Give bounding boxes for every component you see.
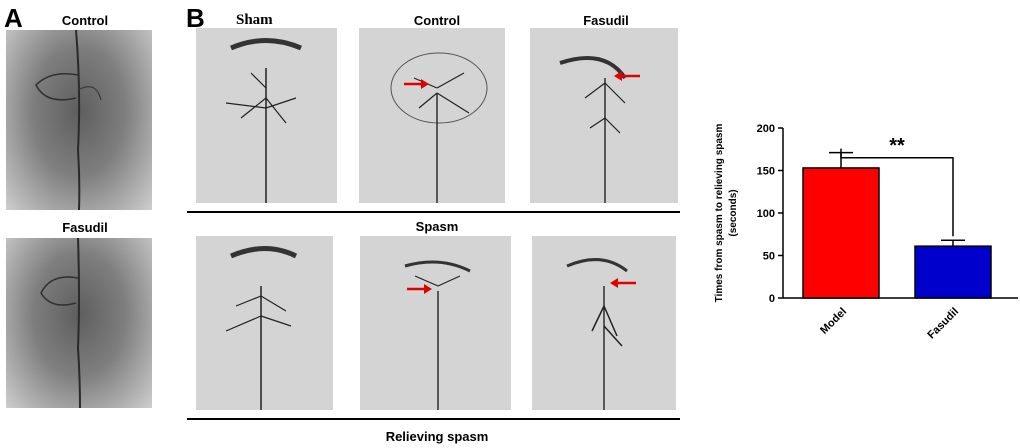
bar-chart: 0 50 100 150 200 Times from spasm to relievin… — [714, 123, 1018, 342]
angiogram-control-relieving — [360, 236, 511, 410]
angiogram-vessels-fasudil-spasm — [559, 56, 640, 203]
column-label-sham: Sham — [236, 12, 273, 28]
angiogram-sham-relieving — [196, 236, 333, 410]
angiogram-vessels-control-relieving — [404, 260, 471, 410]
panel-b-letter: B — [186, 3, 205, 33]
xray-vessel-fasudil — [40, 238, 81, 408]
angiogram-sham-spasm — [196, 28, 337, 203]
y-tick-label: 0 — [769, 293, 775, 305]
bar-model — [802, 167, 880, 299]
significance-bracket — [840, 148, 954, 237]
x-tick-label: Fasudil — [925, 306, 961, 342]
row-label-relieving-spasm: Relieving spasm — [385, 429, 489, 444]
angiogram-fasudil-spasm — [530, 28, 678, 203]
angiogram-control-spasm — [359, 28, 505, 203]
angiogram-vessels-control-spasm — [390, 52, 488, 203]
panel-a-label-fasudil: Fasudil — [62, 220, 108, 235]
x-tick-label: Model — [818, 306, 849, 337]
significance-label: ** — [889, 135, 905, 157]
y-axis-label: Times from spasm to relieving spasm (seco… — [714, 124, 739, 303]
xray-image-fasudil — [6, 238, 152, 408]
xray-image-control — [6, 30, 152, 210]
y-tick-label: 200 — [757, 123, 775, 135]
spasm-line — [187, 211, 680, 213]
panel-a-letter: A — [4, 3, 23, 33]
y-tick-label: 50 — [763, 251, 775, 263]
angiogram-vessels-sham-relieving — [225, 246, 298, 410]
y-tick-label: 150 — [757, 166, 775, 178]
y-tick-label: 100 — [757, 208, 775, 220]
angiogram-vessels-sham-spasm — [225, 38, 302, 203]
panel-a-label-control: Control — [61, 13, 109, 28]
bar-fasudil — [914, 245, 992, 299]
angiogram-fasudil-relieving — [532, 236, 676, 410]
angiogram-vessels-fasudil-relieving — [566, 258, 636, 410]
row-label-spasm: Spasm — [415, 219, 459, 234]
column-label-fasudil: Fasudil — [583, 13, 629, 28]
column-label-control: Control — [413, 13, 461, 28]
relieving-spasm-line — [187, 418, 680, 420]
xray-vessel-control — [35, 30, 102, 210]
